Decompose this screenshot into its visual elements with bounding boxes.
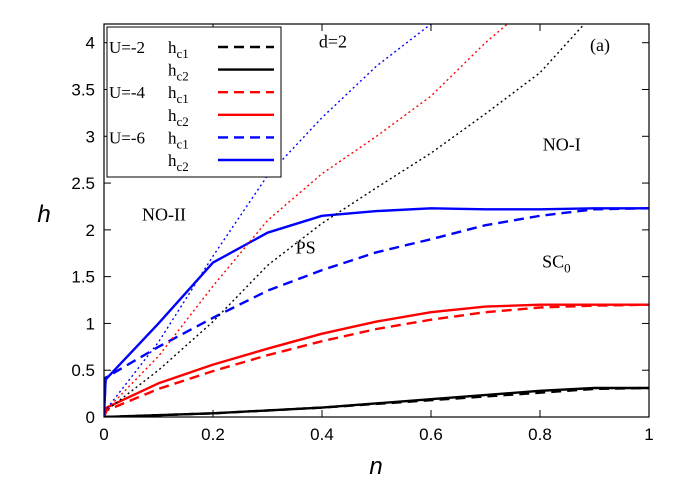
legend-group-label: U=-2 xyxy=(109,38,145,57)
y-tick-label: 3 xyxy=(86,127,95,146)
annotation-2: NO-I xyxy=(543,134,581,154)
x-tick-label: 0.6 xyxy=(419,425,443,444)
y-tick-label: 0.5 xyxy=(71,361,95,380)
legend-group-label: U=-4 xyxy=(109,83,146,102)
y-tick-label: 3.5 xyxy=(71,81,95,100)
y-tick-label: 0 xyxy=(86,408,95,427)
series-line-3-dashed xyxy=(104,303,649,417)
panel-label: (a) xyxy=(590,35,610,56)
annotation-3: NO-II xyxy=(142,205,186,225)
annotation-4: PS xyxy=(296,237,316,257)
y-tick-label: 1 xyxy=(86,314,95,333)
y-tick-label: 2.5 xyxy=(71,174,95,193)
series-line-5-dashed xyxy=(104,207,649,417)
y-axis-title: h xyxy=(37,201,50,228)
y-tick-label: 2 xyxy=(86,221,95,240)
series-line-6-solid xyxy=(104,207,649,417)
x-tick-label: 0.8 xyxy=(528,425,552,444)
x-tick-label: 0.2 xyxy=(201,425,225,444)
axis-tick-labels: 0 0.2 0.4 0.6 0.8 1 0 0.5 1 1.5 2 2.5 3 3.5 4 xyxy=(71,34,653,444)
legend-box xyxy=(106,26,282,178)
legend-group-label: U=-6 xyxy=(109,128,145,147)
series-group xyxy=(104,24,649,417)
y-tick-label: 4 xyxy=(86,34,95,53)
x-tick-label: 0 xyxy=(99,425,108,444)
x-tick-label: 1 xyxy=(644,425,653,444)
x-tick-label: 0.4 xyxy=(310,425,334,444)
y-tick-label: 1.5 xyxy=(71,268,95,287)
series-line-7-dotted xyxy=(104,24,586,413)
annotation-1: d=2 xyxy=(319,31,347,51)
series-line-4-solid xyxy=(104,303,649,417)
x-axis-title: n xyxy=(369,453,382,480)
axis-ticks xyxy=(103,24,650,418)
plot-frame xyxy=(103,23,650,418)
